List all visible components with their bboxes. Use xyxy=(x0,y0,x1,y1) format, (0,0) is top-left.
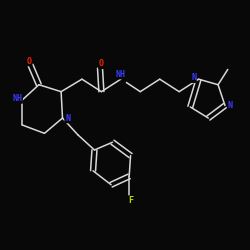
Text: NH: NH xyxy=(12,94,22,103)
Text: O: O xyxy=(99,60,104,68)
Text: NH: NH xyxy=(116,70,126,79)
Text: O: O xyxy=(27,56,32,66)
Text: N: N xyxy=(65,114,70,122)
Text: N: N xyxy=(191,73,196,82)
Text: N: N xyxy=(228,101,232,110)
Text: F: F xyxy=(128,196,133,205)
